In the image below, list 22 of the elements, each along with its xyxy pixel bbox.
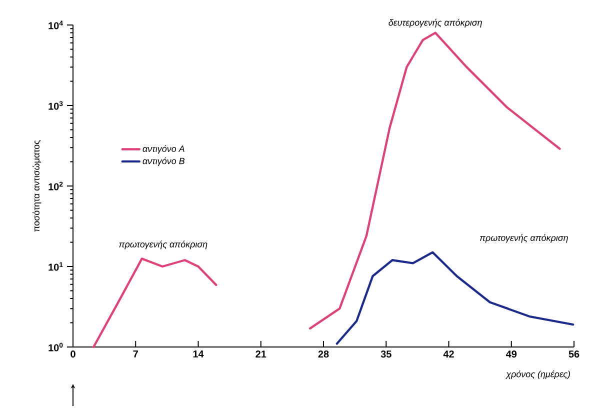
- x-tick-label: 49: [506, 350, 517, 358]
- x-tick-label: 28: [318, 350, 329, 358]
- annotation: δευτερογενής απόκριση: [388, 18, 482, 28]
- x-tick-label: 35: [380, 350, 392, 358]
- y-tick-label: 10$^{1}$: [48, 262, 63, 271]
- annotation: πρωτογενής απόκριση: [119, 240, 208, 250]
- x-tick-label: 21: [256, 350, 266, 358]
- legend-label: αντιγόνο B: [142, 157, 184, 166]
- y-tick-label: 10$^{3}$: [48, 101, 63, 110]
- x-tick-label: 56: [568, 350, 580, 358]
- y-tick-label: 10$^{4}$: [48, 20, 63, 30]
- x-axis-title: χρόνος (ημέρες): [505, 370, 570, 380]
- x-tick-label: 0: [70, 350, 76, 358]
- legend-label: αντιγόνο A: [142, 145, 184, 154]
- annotation: πρωτογενής απόκριση: [480, 234, 568, 243]
- y-tick-label: 10$^{2}$: [48, 182, 63, 190]
- y-tick-label: 10$^{0}$: [48, 342, 63, 352]
- line-series: [336, 251, 574, 345]
- x-tick-label: 14: [193, 350, 204, 358]
- x-tick-label: 7: [133, 350, 138, 358]
- y-axis-title: ποσότητα αντισώματος: [32, 140, 42, 232]
- x-tick-label: 42: [443, 350, 454, 358]
